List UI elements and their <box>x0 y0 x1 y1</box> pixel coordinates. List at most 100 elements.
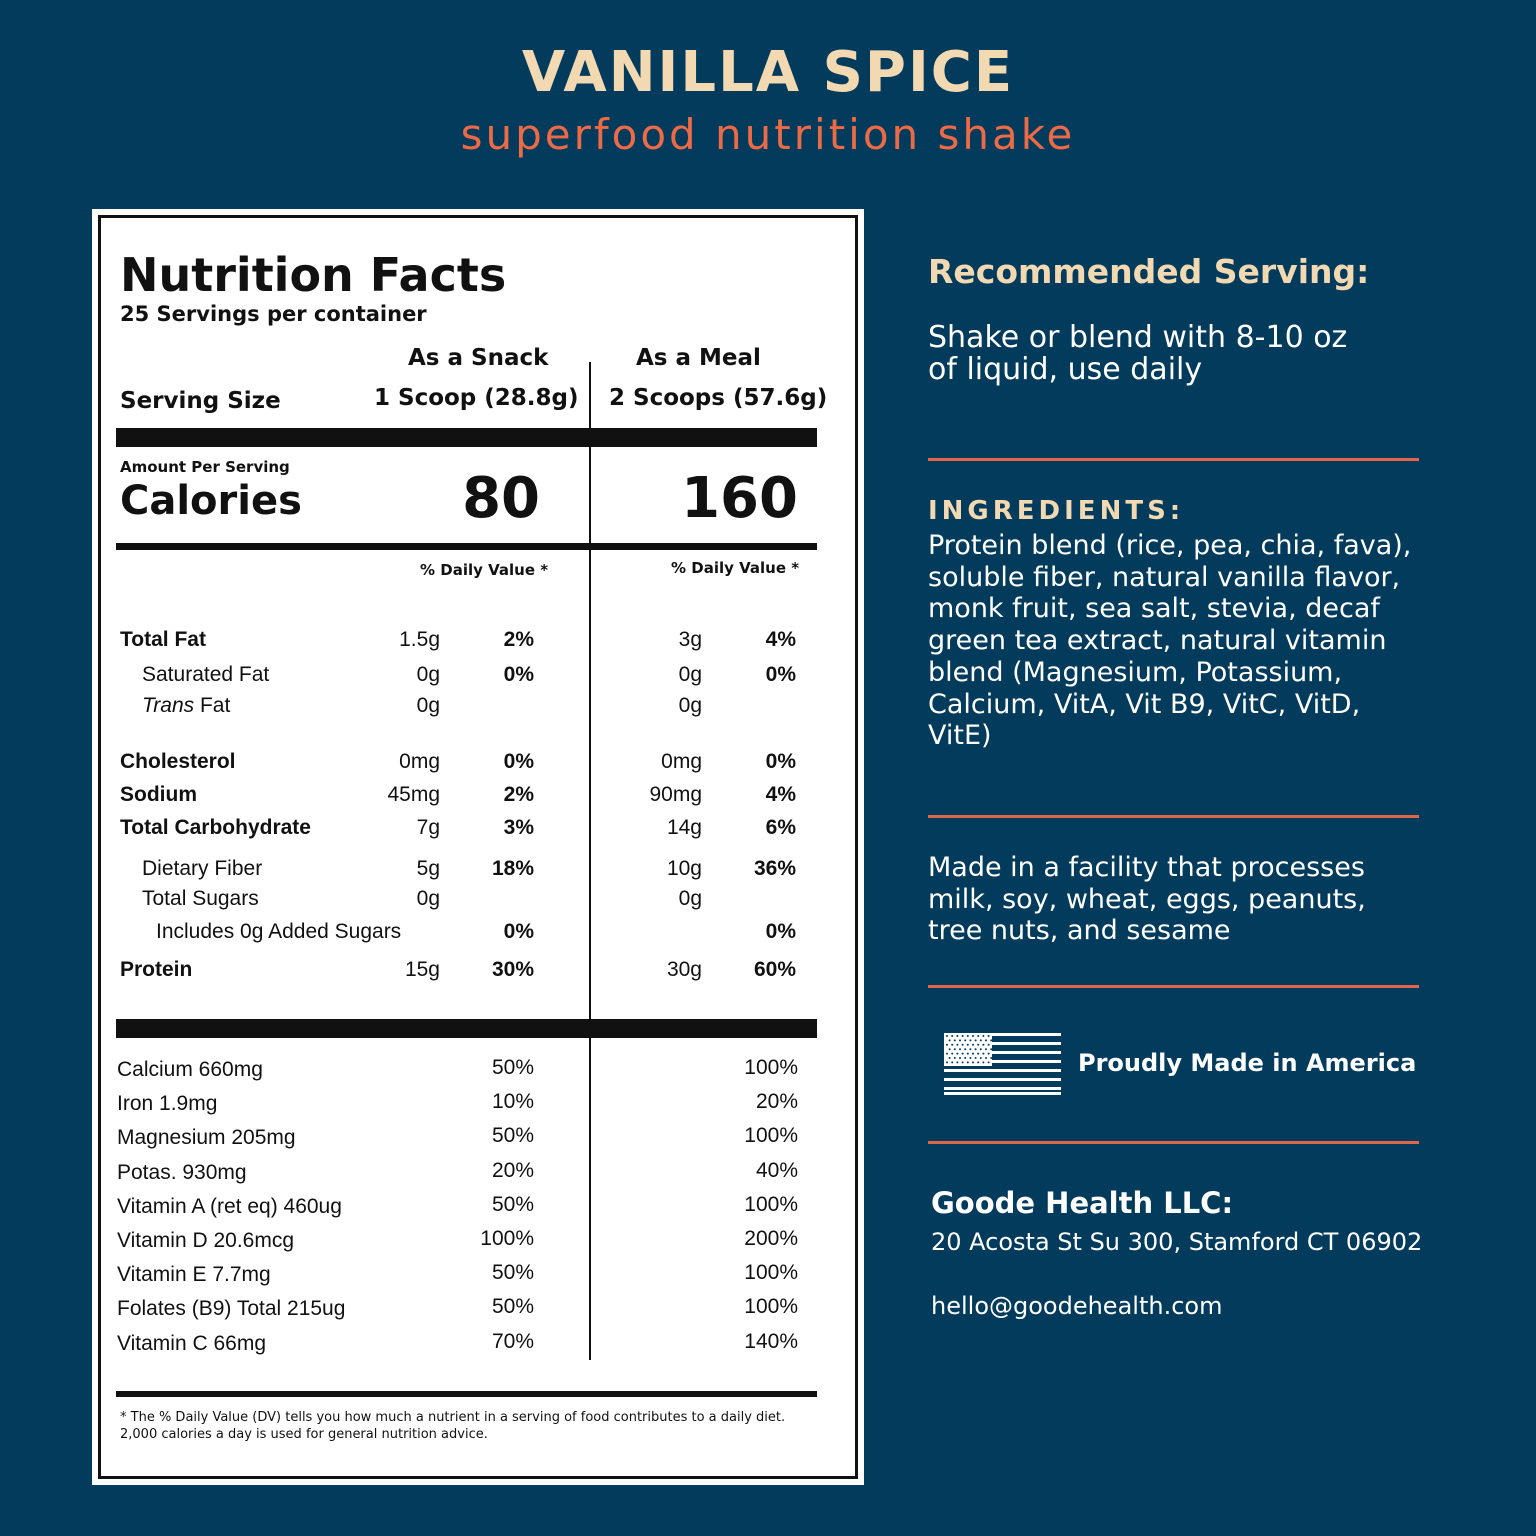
company-name: Goode Health LLC: <box>931 1186 1234 1220</box>
nutrient-dv-snack: 0% <box>503 663 534 686</box>
allergen-text: Made in a facility that processes milk, s… <box>928 852 1366 947</box>
nutrient-dv-snack: 3% <box>503 816 534 839</box>
ingredients-line: monk fruit, sea salt, stevia, decaf <box>928 593 1380 625</box>
nutrient-amount-snack: 0mg <box>399 750 440 773</box>
serving-line-2: of liquid, use daily <box>928 352 1203 387</box>
nutrient-dv-snack: 0% <box>503 750 534 773</box>
footnote-divider <box>116 1391 817 1397</box>
amount-per-serving: Amount Per Serving <box>120 458 290 476</box>
vitamin-dv-meal: 100% <box>744 1056 798 1079</box>
vitamin-dv-meal: 40% <box>755 1158 798 1182</box>
vitamin-name: Potas. 930mg <box>117 1160 247 1184</box>
company-email[interactable]: hello@goodehealth.com <box>931 1292 1223 1320</box>
vitamin-dv-snack: 50% <box>491 1124 534 1148</box>
vitamin-dv-meal: 100% <box>744 1295 798 1319</box>
nutrient-dv-meal: 0% <box>765 920 796 943</box>
vitamin-dv-meal: 200% <box>744 1227 798 1250</box>
nutrient-name: Sodium <box>120 783 197 806</box>
nutrient-dv-meal: 4% <box>765 628 796 651</box>
vitamin-dv-snack: 50% <box>491 1192 534 1216</box>
nutrient-amount-snack: 7g <box>416 816 440 839</box>
allergen-line: milk, soy, wheat, eggs, peanuts, <box>928 883 1366 915</box>
nutrient-dv-meal: 6% <box>765 816 796 839</box>
vitamin-dv-snack: 100% <box>480 1227 534 1250</box>
column-divider-bottom <box>589 1038 591 1360</box>
recommended-serving-heading: Recommended Serving: <box>928 252 1370 291</box>
nutrient-dv-meal: 36% <box>753 857 796 880</box>
footnote-line-1: * The % Daily Value (DV) tells you how m… <box>120 1410 786 1425</box>
nutrient-amount-meal: 10g <box>666 857 702 880</box>
nutrient-amount-meal: 0g <box>678 887 702 910</box>
recommended-serving-text: Shake or blend with 8-10 oz of liquid, u… <box>928 322 1347 386</box>
col2-title: As a Meal <box>636 345 761 371</box>
nutrient-amount-meal: 3g <box>678 628 702 651</box>
nutrient-amount-meal: 14g <box>666 816 702 839</box>
ingredients-line: green tea extract, natural vitamin <box>928 625 1387 657</box>
vitamin-name: Vitamin A (ret eq) 460ug <box>117 1194 342 1218</box>
vitamin-dv-snack: 50% <box>491 1056 534 1079</box>
vitamin-dv-snack: 20% <box>491 1158 534 1182</box>
ingredients-line: VitE) <box>928 720 992 752</box>
nutrient-dv-snack: 0% <box>503 920 534 943</box>
nutrient-amount-snack: 0g <box>416 663 440 686</box>
nutrient-amount-snack: 5g <box>416 857 440 880</box>
divider-4 <box>928 1141 1419 1144</box>
ingredients-text: Protein blend (rice, pea, chia, fava), so… <box>928 530 1411 752</box>
nutrient-name: Protein <box>120 958 193 981</box>
nutrient-name: Total Sugars <box>142 887 259 910</box>
footnote-line-2: 2,000 calories a day is used for general… <box>120 1427 488 1442</box>
nutrition-label-border <box>98 215 858 1479</box>
nutrient-dv-meal: 0% <box>765 663 796 686</box>
dv-header-meal: % Daily Value * <box>671 559 800 577</box>
vitamin-dv-meal: 100% <box>744 1261 798 1285</box>
calories-snack: 80 <box>462 466 540 531</box>
servings-per-container: 25 Servings per container <box>120 302 427 326</box>
col1-size: 1 Scoop (28.8g) <box>374 385 579 411</box>
nutrition-label <box>92 209 864 1485</box>
vitamin-name: Iron 1.9mg <box>117 1092 218 1116</box>
thick-divider-bottom <box>116 1019 817 1038</box>
column-divider-top <box>589 362 591 546</box>
product-title: VANILLA SPICE <box>521 40 1015 105</box>
nutrient-dv-snack: 2% <box>503 783 534 806</box>
medium-divider <box>116 543 817 550</box>
nutrient-dv-snack: 30% <box>491 958 534 981</box>
nutrient-name: Total Fat <box>120 628 206 651</box>
company-address: 20 Acosta St Su 300, Stamford CT 06902 <box>931 1228 1423 1256</box>
divider-3 <box>928 985 1419 988</box>
nutrient-amount-snack: 1.5g <box>399 628 440 651</box>
nutrition-facts-heading: Nutrition Facts <box>120 248 507 302</box>
nutrient-name: Trans Fat <box>142 694 231 717</box>
nutrient-amount-snack: 0g <box>416 694 440 717</box>
ingredients-line: Protein blend (rice, pea, chia, fava), <box>928 530 1412 561</box>
nutrient-dv-snack: 18% <box>491 857 534 880</box>
col2-size: 2 Scoops (57.6g) <box>609 385 828 411</box>
nutrient-dv-meal: 4% <box>765 783 796 806</box>
ingredients-line: blend (Magnesium, Potassium, <box>928 656 1343 688</box>
vitamin-name: Vitamin D 20.6mcg <box>117 1229 295 1252</box>
vitamin-dv-meal: 140% <box>744 1329 798 1353</box>
nutrient-amount-snack: 15g <box>404 958 440 981</box>
made-in-america-text: Proudly Made in America <box>1078 1049 1417 1077</box>
nutrient-dv-meal: 0% <box>765 750 796 773</box>
calories-label: Calories <box>120 478 302 524</box>
nutrient-amount-snack: 45mg <box>387 783 440 806</box>
divider-1 <box>928 458 1419 461</box>
ingredients-line: soluble fiber, natural vanilla flavor, <box>928 561 1401 593</box>
serving-size-label: Serving Size <box>120 388 281 414</box>
vitamin-dv-snack: 50% <box>491 1295 534 1319</box>
nutrient-amount-meal: 0mg <box>661 750 702 773</box>
dv-header-snack: % Daily Value * <box>420 561 549 579</box>
vitamin-dv-meal: 20% <box>755 1090 798 1114</box>
serving-line-1: Shake or blend with 8-10 oz <box>928 320 1348 355</box>
nutrient-amount-meal: 0g <box>678 694 702 717</box>
nutrient-name: Includes 0g Added Sugars <box>156 920 402 943</box>
vitamin-dv-snack: 10% <box>491 1090 534 1114</box>
nutrient-name: Dietary Fiber <box>142 857 263 880</box>
allergen-line: Made in a facility that processes <box>928 852 1365 883</box>
vitamin-name: Folates (B9) Total 215ug <box>117 1297 346 1321</box>
vitamin-dv-snack: 70% <box>491 1329 534 1353</box>
nutrient-amount-meal: 30g <box>666 958 702 981</box>
nutrient-name: Cholesterol <box>120 750 236 773</box>
vitamin-name: Calcium 660mg <box>117 1058 263 1081</box>
